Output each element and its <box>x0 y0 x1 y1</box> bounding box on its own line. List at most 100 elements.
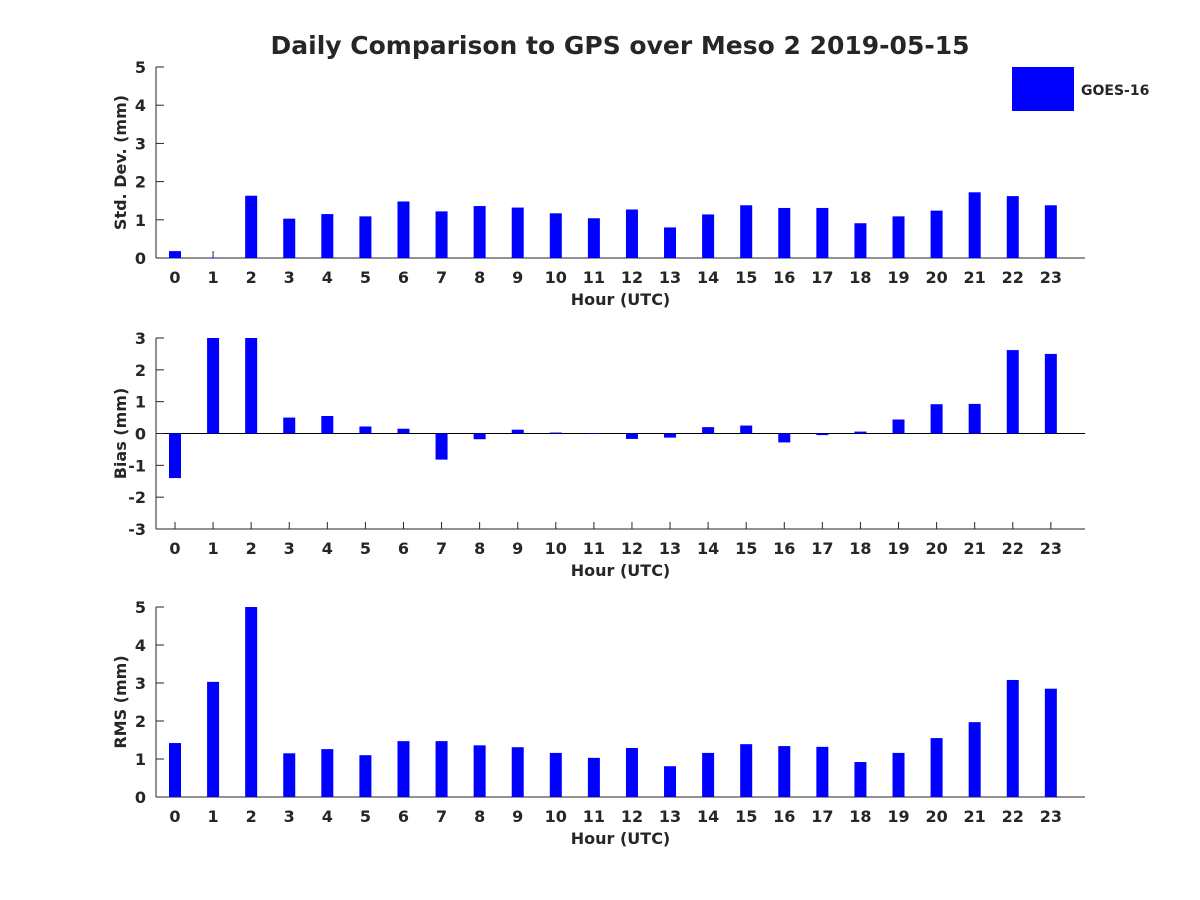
bar-hour-5 <box>359 755 372 797</box>
bar-hour-1 <box>207 681 220 797</box>
x-tick-label: 10 <box>545 539 567 558</box>
x-tick-label: 12 <box>621 268 643 287</box>
bar-hour-10 <box>549 432 562 434</box>
x-tick-label: 11 <box>583 807 605 826</box>
x-tick-label: 23 <box>1040 807 1062 826</box>
y-tick-label: 4 <box>135 96 146 115</box>
bar-hour-3 <box>283 753 296 797</box>
y-axis-label: Bias (mm) <box>111 388 130 480</box>
legend: GOES-16 <box>1012 67 1149 111</box>
bar-hour-7 <box>435 741 448 797</box>
x-tick-label: 17 <box>811 807 833 826</box>
y-tick-label: -3 <box>128 520 146 539</box>
bar-hour-5 <box>359 216 372 258</box>
x-axis-label: Hour (UTC) <box>571 290 671 309</box>
x-tick-label: 7 <box>436 268 447 287</box>
y-axis-label: RMS (mm) <box>111 655 130 748</box>
bar-hour-19 <box>892 752 905 797</box>
x-tick-label: 1 <box>208 268 219 287</box>
x-tick-label: 20 <box>925 268 947 287</box>
x-tick-label: 23 <box>1040 268 1062 287</box>
bar-hour-21 <box>968 722 981 797</box>
bar-hour-4 <box>321 214 334 258</box>
x-tick-label: 21 <box>964 807 986 826</box>
x-tick-label: 2 <box>246 807 257 826</box>
y-tick-label: 4 <box>135 636 146 655</box>
x-tick-label: 8 <box>474 807 485 826</box>
y-tick-label: 0 <box>135 249 146 268</box>
x-tick-label: 22 <box>1002 807 1024 826</box>
bar-hour-15 <box>740 205 753 258</box>
bar-hour-1 <box>207 338 220 434</box>
x-tick-label: 8 <box>474 268 485 287</box>
x-tick-label: 18 <box>849 268 871 287</box>
y-tick-label: -2 <box>128 488 146 507</box>
y-tick-label: 1 <box>135 393 146 412</box>
bar-hour-14 <box>702 752 715 797</box>
bar-hour-20 <box>930 210 943 258</box>
x-tick-label: 19 <box>887 807 909 826</box>
x-tick-label: 1 <box>208 807 219 826</box>
x-tick-label: 12 <box>621 807 643 826</box>
bar-hour-2 <box>245 195 258 258</box>
bar-hour-13 <box>664 227 677 258</box>
bar-hour-8 <box>473 433 486 440</box>
x-axis-label: Hour (UTC) <box>571 829 671 848</box>
x-tick-label: 5 <box>360 539 371 558</box>
x-tick-label: 11 <box>583 268 605 287</box>
x-tick-label: 3 <box>284 539 295 558</box>
x-tick-label: 0 <box>169 807 180 826</box>
x-tick-label: 3 <box>284 268 295 287</box>
legend-label: GOES-16 <box>1081 83 1149 99</box>
bar-hour-18 <box>854 223 867 258</box>
bar-hour-18 <box>854 762 867 797</box>
x-tick-label: 10 <box>545 268 567 287</box>
bar-hour-20 <box>930 404 943 434</box>
y-axis-label: Std. Dev. (mm) <box>111 95 130 230</box>
x-tick-label: 14 <box>697 539 719 558</box>
x-tick-label: 6 <box>398 539 409 558</box>
y-tick-label: 3 <box>135 674 146 693</box>
x-tick-label: 12 <box>621 539 643 558</box>
x-tick-label: 17 <box>811 268 833 287</box>
x-tick-label: 22 <box>1002 539 1024 558</box>
bar-hour-2 <box>245 338 258 434</box>
bar-hour-13 <box>664 766 677 797</box>
bar-hour-14 <box>702 214 715 258</box>
bar-hour-8 <box>473 206 486 258</box>
y-tick-label: 5 <box>135 598 146 617</box>
bar-hour-22 <box>1006 350 1019 434</box>
bar-hour-3 <box>283 417 296 434</box>
bar-hour-12 <box>625 209 638 258</box>
bar-hour-10 <box>549 213 562 258</box>
x-tick-label: 2 <box>246 539 257 558</box>
bar-hour-20 <box>930 738 943 797</box>
bar-hour-23 <box>1044 688 1057 797</box>
bar-hour-22 <box>1006 679 1019 797</box>
bar-hour-17 <box>816 207 829 258</box>
y-tick-label: 3 <box>135 329 146 348</box>
x-tick-label: 20 <box>925 539 947 558</box>
x-tick-label: 14 <box>697 807 719 826</box>
y-tick-label: 1 <box>135 750 146 769</box>
x-tick-label: 0 <box>169 268 180 287</box>
bar-hour-17 <box>816 433 829 436</box>
y-tick-label: 2 <box>135 361 146 380</box>
x-tick-label: 21 <box>964 539 986 558</box>
bar-hour-6 <box>397 201 410 258</box>
bar-hour-3 <box>283 218 296 258</box>
bar-hour-12 <box>625 747 638 797</box>
bar-hour-2 <box>245 607 258 797</box>
bar-hour-15 <box>740 744 753 797</box>
x-tick-label: 13 <box>659 539 681 558</box>
x-tick-label: 6 <box>398 807 409 826</box>
x-tick-label: 21 <box>964 268 986 287</box>
bar-hour-5 <box>359 426 372 434</box>
bar-hour-12 <box>625 433 638 439</box>
x-tick-label: 9 <box>512 539 523 558</box>
bar-hour-6 <box>397 741 410 797</box>
bar-hour-23 <box>1044 205 1057 258</box>
x-tick-label: 16 <box>773 268 795 287</box>
